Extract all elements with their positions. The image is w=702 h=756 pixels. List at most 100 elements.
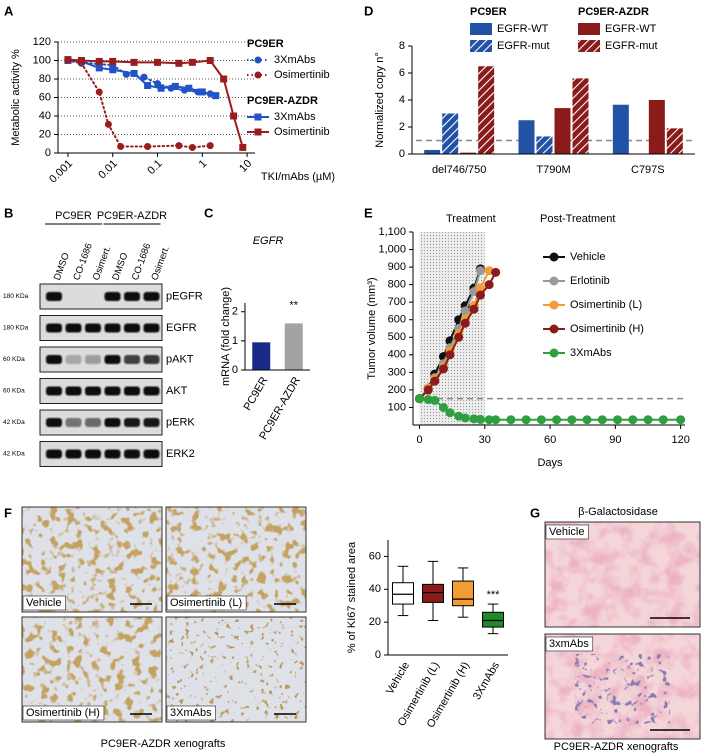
image-label: 3XmAbs [170, 707, 212, 719]
x-tick-label: 10 [237, 158, 254, 175]
ihc-stain [166, 617, 306, 722]
bar [424, 149, 441, 154]
panel-label: F [4, 505, 12, 520]
band [143, 355, 160, 364]
y-tick-label: 0 [375, 649, 381, 661]
y-tick-label: 2 [232, 306, 238, 318]
y-tick-label: 0 [45, 147, 51, 159]
point [188, 58, 196, 66]
point [521, 415, 531, 425]
point [77, 57, 85, 64]
image-frame [21, 506, 163, 613]
point [491, 415, 501, 425]
y-axis-label: % of KI67 stained area [346, 541, 358, 653]
y-tick-label: 200 [388, 384, 406, 396]
band [46, 292, 62, 301]
point [154, 58, 162, 66]
significance: ** [289, 299, 298, 311]
band [65, 449, 82, 459]
legend-marker [254, 128, 262, 136]
legend-label: 3XmAbs [274, 111, 316, 123]
image-label-box [545, 636, 594, 652]
legend-group-title: PC9ER-AZDR [578, 6, 649, 18]
point [430, 376, 440, 386]
point [582, 415, 592, 425]
x-tick-label: 60 [544, 434, 556, 446]
x-tick-label: T790M [536, 164, 570, 176]
y-axis-label: Normalized copy n° [374, 52, 386, 148]
legend-swatch [470, 40, 492, 52]
protein-label: EGFR [166, 322, 197, 334]
band [143, 323, 160, 333]
bar [648, 100, 665, 154]
point [130, 69, 138, 77]
y-tick-label: 20 [39, 128, 51, 140]
x-tick-label: PC9ER [242, 375, 271, 413]
point [95, 57, 103, 65]
point [130, 58, 138, 66]
legend-marker [549, 348, 559, 358]
band [65, 323, 82, 333]
band [104, 386, 121, 396]
band [85, 418, 101, 427]
point [144, 81, 152, 89]
image-label-box [545, 524, 589, 540]
band [46, 449, 62, 459]
y-tick-label: 100 [388, 401, 406, 413]
protein-label: pEGFR [166, 290, 203, 302]
band [124, 449, 140, 459]
band [124, 323, 140, 333]
y-tick-label: 900 [388, 261, 406, 273]
y-axis-label: Tumor volume (mm³) [366, 277, 378, 379]
kda-label: 180 KDa [3, 293, 29, 300]
panel-label: E [364, 205, 373, 220]
band [65, 386, 82, 396]
bar [460, 152, 477, 154]
bar [284, 323, 303, 370]
protein-label: pAKT [166, 353, 194, 365]
band [143, 292, 160, 301]
point [491, 267, 501, 277]
band [65, 418, 82, 427]
band [46, 418, 62, 427]
lane-label: DMSO [110, 251, 130, 282]
band [124, 386, 140, 396]
x-tick-label: C797S [631, 164, 665, 176]
y-tick-label: 80 [39, 73, 51, 85]
legend-group-title: PC9ER-AZDR [247, 95, 318, 107]
y-tick-label: 300 [388, 366, 406, 378]
legend-label: Osimertinib [274, 69, 330, 81]
legend-label: EGFR-mut [497, 40, 550, 52]
panel-label: G [530, 505, 540, 520]
protein-label: pERK [166, 416, 195, 428]
kda-label: 60 KDa [3, 388, 25, 395]
point [438, 402, 448, 412]
legend-marker [254, 56, 262, 64]
point [643, 415, 653, 425]
point [415, 394, 425, 404]
legend-label: EGFR-mut [605, 40, 658, 52]
point [460, 306, 470, 316]
y-tick-label: 0 [399, 148, 405, 160]
image-label-box [166, 595, 247, 611]
legend-marker [549, 276, 559, 286]
band [143, 418, 160, 427]
point [676, 415, 686, 425]
band [104, 292, 121, 301]
x-axis-label: Days [537, 457, 563, 469]
point [552, 415, 562, 425]
x-axis-label: TKI/mAbs (µM) [261, 171, 335, 183]
y-tick-label: 1 [232, 335, 238, 347]
y-tick-label: 1,000 [378, 243, 406, 255]
point [438, 364, 448, 374]
point [117, 143, 125, 151]
bar [252, 342, 271, 370]
image-label: Vehicle [26, 597, 61, 609]
y-tick-label: 40 [39, 110, 51, 122]
kda-label: 42 KDa [3, 451, 25, 458]
point [198, 88, 206, 96]
lane-label: DMSO [52, 251, 72, 282]
legend-group-title: PC9ER [470, 6, 507, 18]
